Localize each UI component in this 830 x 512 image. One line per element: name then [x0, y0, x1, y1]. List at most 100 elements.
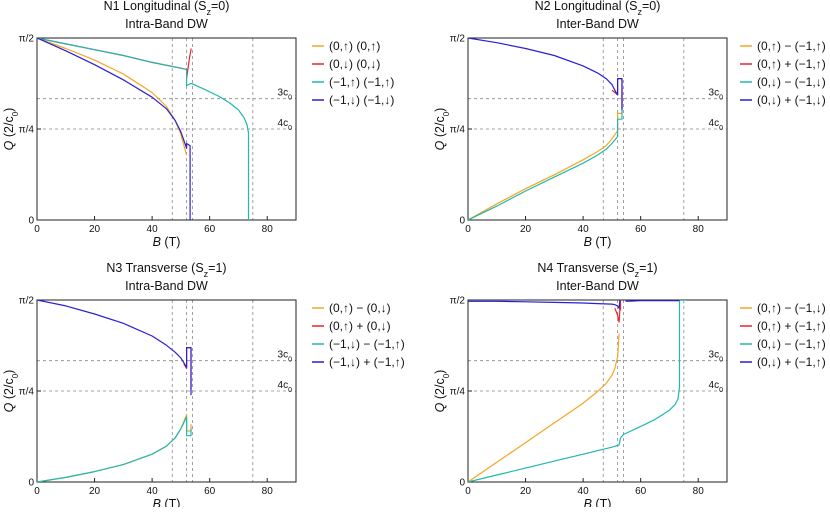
series-group	[37, 38, 250, 220]
chart-title-tail: =1)	[639, 261, 657, 275]
hline-label-text: 4c	[709, 118, 720, 129]
series-line-4	[37, 38, 191, 220]
hline-label-sub: 0	[288, 125, 292, 132]
y-axis-label-sub: 0	[442, 111, 451, 116]
hline-label-text: 3c	[278, 88, 289, 99]
series-line-2	[37, 38, 192, 80]
chart-title: N4 Transverse (Sz=1)	[537, 261, 657, 279]
hline-label-text: 3c	[709, 350, 720, 361]
y-tick-label: π/4	[450, 125, 466, 136]
legend-label: (0,↑) − (−1,↓)	[757, 301, 826, 315]
x-tick-label: 20	[89, 486, 101, 497]
chart-title-sub: z	[204, 269, 209, 279]
legend-label: (0,↑) − (−1,↑)	[757, 39, 826, 53]
x-axis-label-unit: (T)	[592, 497, 611, 507]
series-line-4	[37, 300, 192, 396]
x-axis-label-unit: (T)	[161, 235, 180, 249]
series-line-3	[468, 300, 687, 482]
legend: (0,↑) (0,↑) (0,↓) (0,↓) (−1,↑) (−1,↑) (−1,↓…	[312, 39, 394, 107]
y-axis-label-tail: )	[2, 108, 16, 112]
hline-label-text: 3c	[709, 88, 720, 99]
x-tick-label: 80	[262, 224, 274, 235]
chart-title: N2 Longitudinal (Sz=0)	[535, 0, 661, 17]
hline-label: 4c0	[278, 118, 293, 132]
hline-label: 3c0	[709, 350, 724, 364]
legend-label: (−1,↓) + (−1,↑)	[329, 355, 405, 369]
series-group	[468, 38, 623, 220]
y-axis-label-var: Q	[433, 402, 447, 412]
x-tick-label: 60	[204, 224, 216, 235]
chart-subtitle: Inter-Band DW	[556, 17, 639, 31]
y-axis-label: Q (2/c0)	[433, 370, 451, 413]
series-line-3	[37, 416, 192, 482]
x-tick-label: 0	[465, 224, 471, 235]
chart-title-tail: =1)	[208, 261, 226, 275]
legend-label: (0,↓) (0,↓)	[329, 57, 380, 71]
hline-label-sub: 0	[288, 94, 292, 101]
legend-label: (−1,↓) − (−1,↑)	[329, 337, 405, 351]
hline-label-text: 4c	[278, 118, 289, 129]
y-tick-label: π/2	[450, 296, 466, 307]
y-axis-label-sub: 0	[11, 111, 20, 116]
y-tick-label: π/4	[19, 387, 35, 398]
y-axis-label-unit: (2/c	[2, 116, 16, 140]
hline-label-sub: 0	[719, 94, 723, 101]
y-tick-label: 0	[459, 216, 465, 227]
chart-subtitle-text: Intra-Band DW	[125, 17, 208, 31]
y-tick-label: 0	[28, 216, 34, 227]
x-tick-label: 20	[520, 486, 532, 497]
legend-label: (0,↓) − (−1,↑)	[757, 337, 826, 351]
x-axis-label-unit: (T)	[161, 497, 180, 507]
x-tick-label: 40	[147, 224, 159, 235]
panel-4: N4 Transverse (Sz=1)Inter-Band DW3c04c00…	[433, 261, 826, 511]
y-axis-label: Q (2/c0)	[2, 370, 20, 413]
panel-1: N1 Longitudinal (Sz=0)Intra-Band DW3c04c…	[2, 0, 394, 249]
x-tick-label: 40	[147, 486, 159, 497]
x-tick-label: 0	[465, 486, 471, 497]
chart-subtitle-text: Inter-Band DW	[556, 17, 639, 31]
series-line-1	[37, 414, 192, 482]
legend-label: (0,↓) + (−1,↑)	[757, 355, 826, 369]
x-tick-label: 60	[635, 486, 647, 497]
chart-subtitle-text: Intra-Band DW	[125, 279, 208, 293]
legend: (0,↑) − (−1,↓) (0,↑) + (−1,↑) (0,↓) − (−1,…	[740, 301, 826, 369]
y-tick-label: 0	[459, 478, 465, 489]
x-axis-label-var: B	[584, 235, 592, 249]
chart-title: N1 Longitudinal (Sz=0)	[104, 0, 230, 17]
legend-label: (0,↑) + (0,↓)	[329, 319, 391, 333]
x-tick-label: 20	[520, 224, 532, 235]
chart-title-text: N2 Longitudinal (S	[535, 0, 638, 13]
chart-title-tail: =0)	[211, 0, 229, 13]
series-line-3	[37, 38, 192, 87]
chart-subtitle-text: Inter-Band DW	[556, 279, 639, 293]
hline-label-sub: 0	[719, 387, 723, 394]
chart-subtitle: Intra-Band DW	[125, 279, 208, 293]
y-tick-label: π/2	[19, 34, 35, 45]
chart-subtitle: Inter-Band DW	[556, 279, 639, 293]
hline-label-text: 4c	[278, 380, 289, 391]
x-tick-label: 60	[635, 224, 647, 235]
hline-label: 4c0	[278, 380, 293, 394]
panel-2: N2 Longitudinal (Sz=0)Inter-Band DW3c04c…	[433, 0, 826, 249]
legend-label: (−1,↓) (−1,↓)	[329, 93, 394, 107]
x-axis-label-var: B	[153, 497, 161, 507]
chart-title-text: N1 Longitudinal (S	[104, 0, 207, 13]
y-axis-label-var: Q	[433, 140, 447, 150]
x-axis-label-var: B	[153, 235, 161, 249]
series-line-2	[611, 77, 623, 105]
chart-subtitle: Intra-Band DW	[125, 17, 208, 31]
series-group	[37, 300, 192, 482]
series-group	[468, 300, 687, 482]
chart-title-text: N4 Transverse (S	[537, 261, 634, 275]
chart-title-text: N3 Transverse (S	[106, 261, 203, 275]
hline-label-text: 3c	[278, 350, 289, 361]
hline-label-sub: 0	[719, 356, 723, 363]
x-axis-label: B (T)	[153, 235, 181, 249]
y-axis-label-unit: (2/c	[433, 378, 447, 402]
legend: (0,↑) − (0,↓) (0,↑) + (0,↓) (−1,↓) − (−1,↑…	[312, 301, 405, 369]
legend-label: (0,↑) + (−1,↑)	[757, 319, 826, 333]
series-line-1	[468, 92, 623, 220]
series-line-1	[468, 333, 620, 482]
series-line-2	[183, 347, 192, 390]
